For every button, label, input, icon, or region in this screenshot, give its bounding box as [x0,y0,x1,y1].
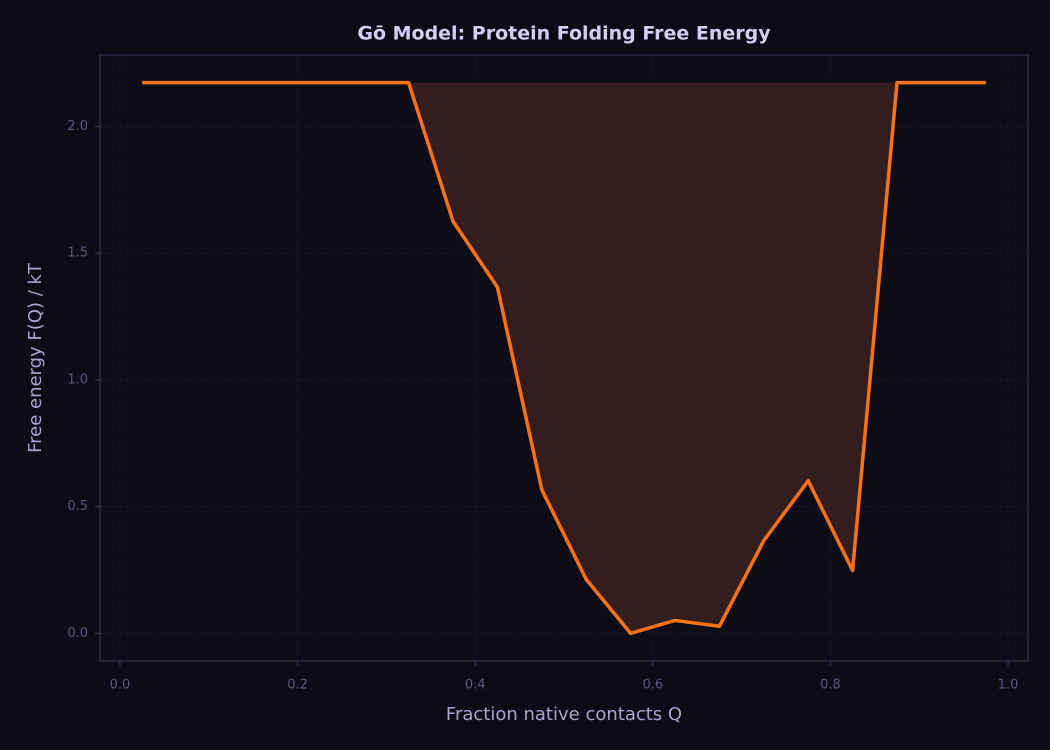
chart-title: Gō Model: Protein Folding Free Energy [357,23,771,45]
x-tick-label: 0.6 [642,678,663,693]
x-tick-label: 1.0 [998,678,1019,693]
fill-area [142,82,986,634]
y-tick-label: 1.0 [67,372,88,387]
x-tick-label: 0.2 [287,678,308,693]
plot-frame [99,54,1029,662]
y-tick-label: 2.0 [67,119,88,134]
y-axis-label: Free energy F(Q) / kT [25,262,46,453]
x-tick-label: 0.8 [820,678,841,693]
y-tick-label: 0.0 [67,626,88,641]
x-tick-label: 0.0 [110,678,131,693]
y-tick-label: 1.5 [67,246,88,261]
line [142,80,986,636]
y-tick-label: 0.5 [67,499,88,514]
x-axis-label: Fraction native contacts Q [446,704,682,725]
x-tick-label: 0.4 [465,678,486,693]
